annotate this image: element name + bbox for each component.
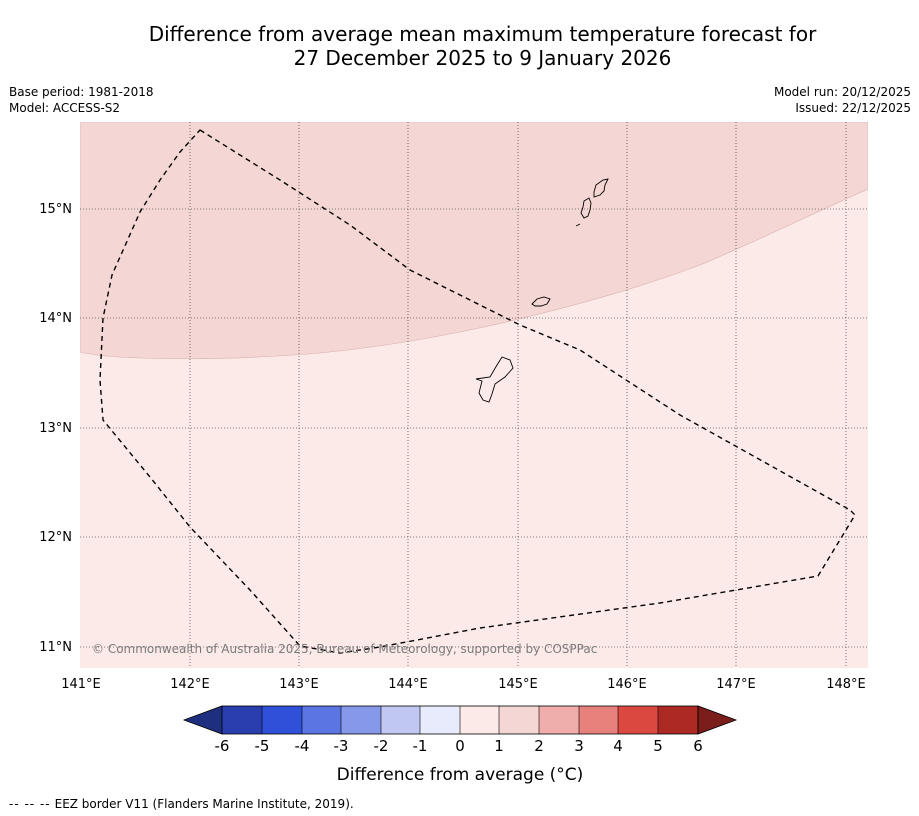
lon-label-141: 141°E xyxy=(61,677,101,692)
lat-labels: 15°N 14°N 13°N 12°N 11°N xyxy=(39,202,72,655)
lon-label-144: 144°E xyxy=(388,677,428,692)
colorbar-cell-11 xyxy=(658,706,698,734)
lon-label-142: 142°E xyxy=(170,677,210,692)
island-anatahan xyxy=(593,178,609,198)
colorbar-tick-m2: -2 xyxy=(374,737,389,755)
base-period: Base period: 1981-2018 xyxy=(9,85,154,99)
colorbar-tick-1: 1 xyxy=(494,737,504,755)
island-guam xyxy=(475,356,514,403)
islands xyxy=(475,178,609,403)
lon-label-145: 145°E xyxy=(498,677,538,692)
lat-label-12: 12°N xyxy=(39,530,72,545)
colorbar-cell-8 xyxy=(539,706,579,734)
colorbar-tick-3: 3 xyxy=(574,737,584,755)
colorbar: -6 -5 -4 -3 -2 -1 0 1 2 3 4 5 6 Differen… xyxy=(182,705,738,785)
colorbar-label: Difference from average (°C) xyxy=(337,765,584,785)
grid-lines xyxy=(80,122,868,668)
issued-date: Issued: 22/12/2025 xyxy=(795,101,911,115)
colorbar-cell-1 xyxy=(262,706,302,734)
colorbar-cell-0 xyxy=(222,706,262,734)
colorbar-tick-2: 2 xyxy=(534,737,544,755)
colorbar-extend-high xyxy=(697,705,738,735)
footer-legend: -- -- -- EEZ border V11 (Flanders Marine … xyxy=(9,797,354,811)
colorbar-tick-m6: -6 xyxy=(215,737,230,755)
colorbar-tick-m5: -5 xyxy=(255,737,270,755)
chart-title: Difference from average mean maximum tem… xyxy=(0,22,919,70)
colorbar-tick-6: 6 xyxy=(693,737,703,755)
lon-labels: 141°E 142°E 143°E 144°E 145°E 146°E 147°… xyxy=(61,677,866,692)
colorbar-cell-3 xyxy=(341,706,381,734)
colorbar-cell-7 xyxy=(499,706,539,734)
eez-border xyxy=(99,129,856,654)
lon-label-147: 147°E xyxy=(716,677,756,692)
colorbar-extend-low xyxy=(182,705,223,735)
colorbar-tick-4: 4 xyxy=(613,737,623,755)
model-name: Model: ACCESS-S2 xyxy=(9,101,121,115)
colorbar-tick-m1: -1 xyxy=(413,737,428,755)
island-rota xyxy=(531,296,551,307)
meta-left: Base period: 1981-2018 Model: ACCESS-S2 xyxy=(9,84,154,116)
colorbar-tick-5: 5 xyxy=(653,737,663,755)
eez-dash-symbol: -- -- -- xyxy=(9,797,51,811)
island-saipan xyxy=(580,197,592,219)
colorbar-tick-m3: -3 xyxy=(334,737,349,755)
colorbar-cell-10 xyxy=(618,706,658,734)
lon-label-143: 143°E xyxy=(279,677,319,692)
colorbar-cell-2 xyxy=(302,706,341,734)
lat-label-14: 14°N xyxy=(39,311,72,326)
colorbar-cell-4 xyxy=(381,706,420,734)
region-high-anomaly xyxy=(80,122,868,360)
lat-label-11: 11°N xyxy=(39,640,72,655)
lon-label-146: 146°E xyxy=(607,677,647,692)
title-line-2: 27 December 2025 to 9 January 2026 xyxy=(293,46,672,70)
lon-label-148: 148°E xyxy=(826,677,866,692)
lat-label-15: 15°N xyxy=(39,202,72,217)
colorbar-tick-m4: -4 xyxy=(295,737,310,755)
title-line-1: Difference from average mean maximum tem… xyxy=(148,22,817,46)
model-run: Model run: 20/12/2025 xyxy=(773,85,911,99)
copyright-text: © Commonwealth of Australia 2025, Bureau… xyxy=(92,642,597,656)
colorbar-cell-9 xyxy=(579,706,618,734)
colorbar-cell-6 xyxy=(460,706,499,734)
colorbar-cell-5 xyxy=(420,706,460,734)
colorbar-tick-0: 0 xyxy=(455,737,465,755)
footer-text: EEZ border V11 (Flanders Marine Institut… xyxy=(54,797,354,811)
meta-right: Model run: 20/12/2025 Issued: 22/12/2025 xyxy=(774,84,911,116)
lat-label-13: 13°N xyxy=(39,421,72,436)
island-tinian xyxy=(575,223,581,227)
